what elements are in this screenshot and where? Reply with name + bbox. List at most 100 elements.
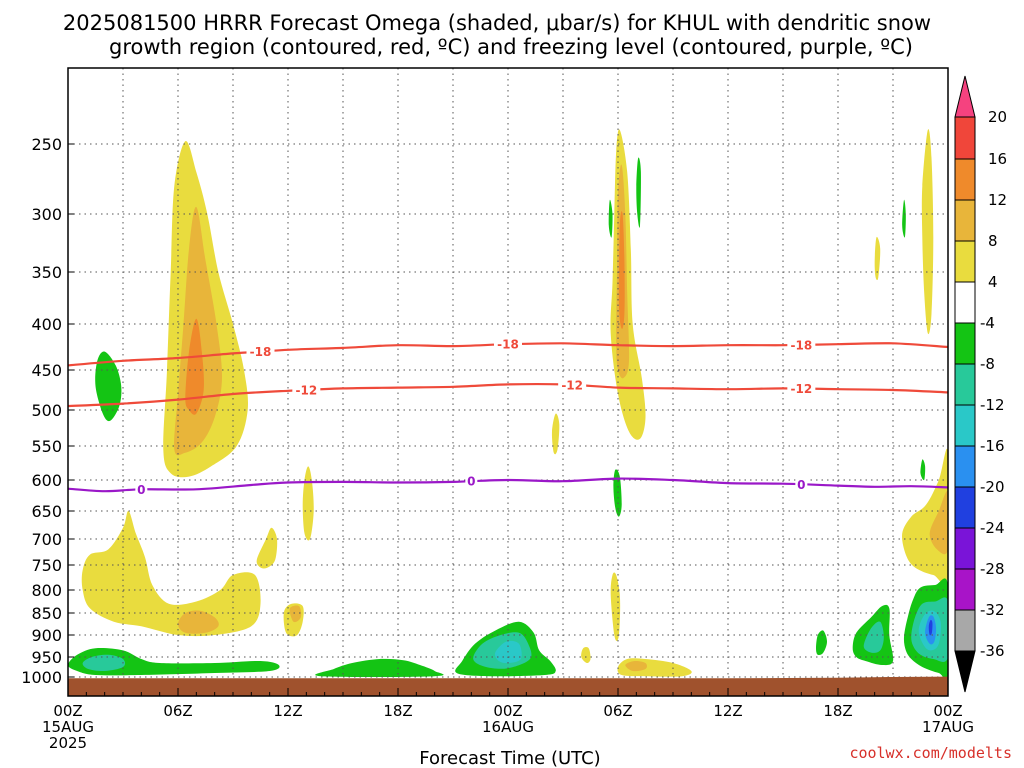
colorbar-swatch-11 (954, 568, 976, 611)
contour-label-dgz-minus-18-1: -18 (497, 338, 519, 352)
ytick-label-800: 800 (31, 581, 62, 600)
omega-region-green-44z-inner (863, 621, 884, 653)
contour-label-dgz-minus-12-2: -12 (790, 382, 812, 396)
ytick-label-650: 650 (31, 502, 62, 521)
omega-region-yellow-26z-mid (551, 413, 560, 455)
colorbar-label-2: 12 (988, 191, 1007, 209)
colorbar-swatch-8 (954, 445, 976, 488)
contour-label-bg-dgz-minus-12-0 (292, 383, 321, 397)
colorbar-swatch-3 (954, 240, 976, 283)
omega-region-yellow-46z-upper (921, 129, 934, 335)
xtick-label-6-1: 12Z (713, 702, 742, 720)
contour-label-dgz-minus-18-2: -18 (790, 338, 812, 352)
contour-label-bg-dgz-minus-12-2 (787, 381, 816, 396)
ytick-label-450: 450 (31, 361, 62, 380)
colorbar-swatch-6 (954, 363, 976, 406)
ytick-label-700: 700 (31, 530, 62, 549)
omega-region-green-45z-dot (902, 199, 906, 238)
contour-label-dgz-minus-18-0: -18 (250, 345, 272, 359)
ytick-label-550: 550 (31, 437, 62, 456)
omega-region-green-mid-surface (315, 658, 444, 677)
grid-layer (68, 68, 948, 696)
ytick-label-400: 400 (31, 315, 62, 334)
contour-label-freezing-level-0-0: 0 (137, 483, 145, 497)
contour-label-bg-freezing-level-0-1 (465, 474, 478, 489)
omega-region-yellow-left-low (81, 510, 261, 637)
colorbar-swatch-5 (954, 322, 976, 365)
xtick-label-0-3: 2025 (49, 734, 87, 752)
colorbar-label-4: 4 (988, 273, 998, 291)
contour-label-dgz-minus-12-0: -12 (295, 384, 317, 398)
colorbar-label-13: -36 (980, 642, 1005, 660)
xtick-label-5-1: 06Z (603, 702, 632, 720)
contour-label-bg-dgz-minus-18-0 (246, 344, 275, 359)
colorbar-swatch-2 (954, 199, 976, 242)
colorbar-swatch-4 (954, 281, 976, 324)
chart-title-line2: growth region (contoured, red, ºC) and f… (109, 35, 913, 59)
contour-label-dgz-minus-12-1: -12 (561, 378, 583, 392)
colorbar-label-8: -16 (980, 437, 1005, 455)
xtick-label-3-1: 18Z (383, 702, 412, 720)
omega-region-yellow-28z-low (581, 646, 591, 664)
xtick-label-0-1: 00Z (53, 702, 82, 720)
omega-region-green-30z-upper-a (636, 157, 641, 228)
credit-text: coolwx.com/modelts (849, 744, 1012, 762)
colorbar-swatch-9 (954, 486, 976, 529)
contour-label-freezing-level-0-2: 0 (797, 478, 805, 492)
colorbar-arrow-top (954, 75, 976, 118)
ytick-label-350: 350 (31, 263, 62, 282)
contour-label-freezing-level-0-1: 0 (467, 475, 475, 489)
colorbar-arrow-bottom (954, 650, 976, 693)
colorbar-swatch-12 (954, 609, 976, 652)
contour-label-bg-dgz-minus-18-2 (787, 337, 816, 352)
omega-region-blue-right-surface-core (928, 619, 933, 636)
omega-region-yellow-47z-right-inner (929, 491, 948, 555)
omega-region-green-left-surface-inner (82, 654, 126, 672)
colorbar-label-5: -4 (980, 314, 995, 332)
colorbar-swatch-1 (954, 158, 976, 201)
colorbar-swatch-7 (954, 404, 976, 447)
omega-region-green-left-surface (68, 647, 280, 676)
omega-region-updraft-plume-30z-core (618, 211, 625, 329)
chart-title-line1: 2025081500 HRRR Forecast Omega (shaded, … (63, 11, 931, 35)
colorbar-label-10: -24 (980, 519, 1005, 537)
xtick-label-0-2: 15AUG (42, 718, 94, 736)
omega-region-green-30z-upper-b (608, 199, 613, 238)
colorbar-swatch-10 (954, 527, 976, 570)
ytick-label-1000: 1000 (21, 668, 62, 687)
omega-region-yellow-31z-near-ground-inner (625, 660, 647, 672)
omega-region-yellow-47z-right (902, 449, 948, 585)
contour-label-bg-dgz-minus-12-1 (558, 377, 587, 392)
omega-region-yellow-11z-low (256, 527, 278, 569)
xtick-label-7-1: 18Z (823, 702, 852, 720)
ytick-label-900: 900 (31, 626, 62, 645)
omega-region-updraft-plume-06z-core (185, 318, 204, 415)
contour-label-bg-freezing-level-0-2 (795, 477, 808, 492)
omega-region-yellow-13z-mid (302, 466, 314, 541)
ytick-label-750: 750 (31, 556, 62, 575)
contour-label-bg-freezing-level-0-0 (135, 482, 148, 497)
colorbar-label-1: 16 (988, 150, 1007, 168)
pressure-axis: 250 300 350 400 450 500 550 600 650 700 750 800 850 9… (21, 135, 74, 687)
colorbar-label-0: 20 (988, 108, 1007, 126)
colorbar-label-9: -20 (980, 478, 1005, 496)
colorbar-swatch-0 (954, 116, 976, 160)
contour-label-bg-dgz-minus-18-1 (494, 337, 522, 352)
xtick-label-8-1: 00Z (933, 702, 962, 720)
ytick-label-950: 950 (31, 648, 62, 667)
xtick-label-8-2: 17AUG (922, 718, 974, 736)
xtick-label-4-1: 00Z (493, 702, 522, 720)
colorbar-label-7: -12 (980, 396, 1005, 414)
ytick-label-250: 250 (31, 135, 62, 154)
xtick-label-4-2: 16AUG (482, 718, 534, 736)
omega-region-yellow-12z-low-b (289, 605, 302, 623)
omega-region-yellow-44z (874, 236, 881, 281)
xtick-label-2-1: 12Z (273, 702, 302, 720)
colorbar-label-11: -28 (980, 560, 1005, 578)
colorbar-label-6: -8 (980, 355, 995, 373)
omega-region-yellow-left-low-inner (178, 610, 219, 634)
contour-line-freezing-level-0 (68, 477, 948, 493)
omega-region-green-42z (816, 630, 827, 656)
